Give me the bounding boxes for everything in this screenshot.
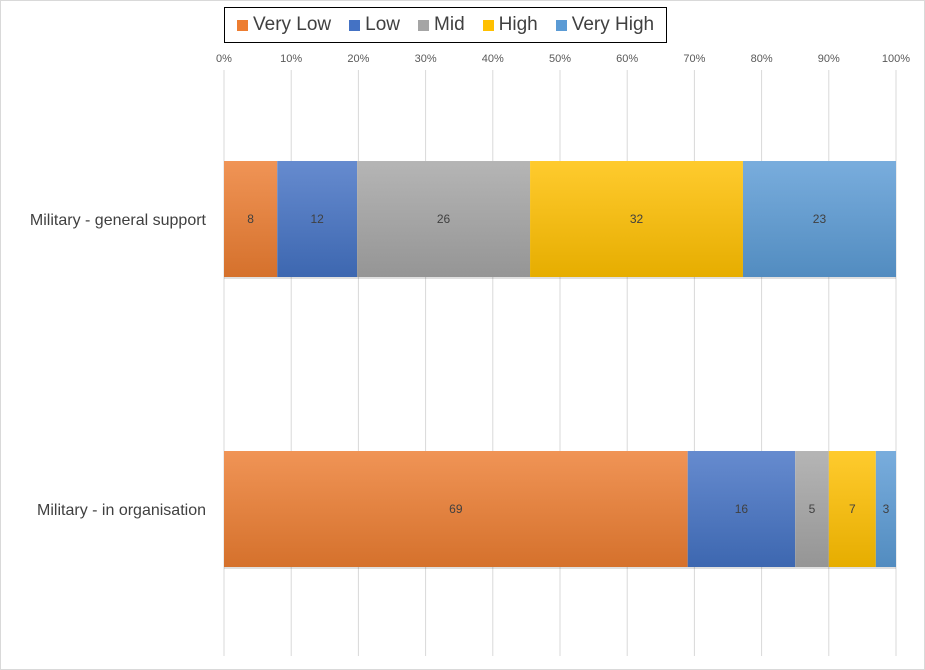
data-label: 7	[849, 502, 856, 516]
x-tick-label: 90%	[818, 53, 840, 65]
legend-item: Low	[349, 14, 400, 36]
x-tick-label: 10%	[280, 53, 302, 65]
bar-shadow	[224, 567, 688, 569]
data-label: 16	[735, 502, 749, 516]
x-tick-label: 100%	[882, 53, 910, 65]
x-tick-label: 80%	[751, 53, 773, 65]
bar-shadow	[795, 567, 829, 569]
bar-segment	[277, 161, 358, 277]
legend-label: Low	[365, 14, 401, 35]
bar-segment	[875, 451, 896, 567]
bar-segment	[795, 451, 829, 567]
legend-label: Very Low	[253, 14, 332, 35]
data-label: 12	[310, 212, 324, 226]
bar-segment	[828, 451, 876, 567]
bar-shadow	[530, 277, 743, 279]
x-tick-label: 60%	[616, 53, 638, 65]
x-tick-label: 50%	[549, 53, 571, 65]
category-label: Military - in organisation	[37, 502, 206, 519]
legend-label: Very High	[571, 14, 655, 35]
bar-segment	[687, 451, 796, 567]
data-label: 26	[437, 212, 451, 226]
bar-shadow	[357, 277, 531, 279]
data-label: 3	[883, 502, 890, 516]
category-label: Military - general support	[30, 212, 207, 229]
legend-swatch	[555, 19, 567, 31]
bar-shadow	[277, 277, 358, 279]
x-tick-label: 40%	[482, 53, 504, 65]
chart-legend: Very Low Low Mid High Very High	[224, 7, 668, 43]
data-label: 69	[449, 502, 463, 516]
x-tick-label: 70%	[683, 53, 705, 65]
data-label: 32	[630, 212, 644, 226]
legend-swatch	[349, 19, 361, 31]
legend-swatch	[482, 19, 494, 31]
legend-label: High	[498, 14, 538, 35]
x-tick-label: 0%	[216, 53, 232, 65]
bar-segment	[224, 451, 688, 567]
bar-shadow	[828, 567, 876, 569]
legend-swatch	[418, 19, 430, 31]
legend-item: Very Low	[237, 14, 331, 36]
bar-shadow	[687, 567, 796, 569]
legend-swatch	[237, 19, 248, 31]
x-tick-label: 30%	[415, 53, 437, 65]
bar-segment	[357, 161, 531, 277]
legend-item: Very High	[555, 14, 655, 36]
bar-shadow	[875, 567, 896, 569]
legend-item: Mid	[418, 14, 465, 36]
bar-segment	[224, 161, 278, 277]
data-label: 5	[809, 502, 816, 516]
bar-shadow	[224, 277, 278, 279]
data-label: 8	[247, 212, 254, 226]
data-label: 23	[813, 212, 827, 226]
bar-segment	[530, 161, 743, 277]
x-tick-label: 20%	[347, 53, 369, 65]
bar-shadow	[742, 277, 896, 279]
legend-label: Mid	[434, 14, 465, 35]
bar-segment	[742, 161, 896, 277]
legend-item: High	[482, 14, 538, 36]
